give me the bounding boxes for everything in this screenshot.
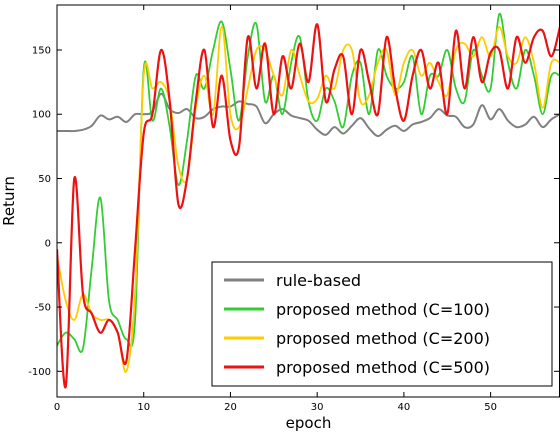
y-tick-label: 100 xyxy=(32,110,51,121)
legend-label: proposed method (C=200) xyxy=(276,329,490,348)
x-tick-label: 30 xyxy=(311,402,324,413)
y-tick-label: 50 xyxy=(38,174,51,185)
y-tick-label: 0 xyxy=(45,238,51,249)
x-tick-label: 40 xyxy=(398,402,411,413)
y-tick-label: -100 xyxy=(28,367,51,378)
legend-label: proposed method (C=500) xyxy=(276,358,490,377)
legend-box xyxy=(211,261,553,387)
axis-ticks: 0 10 20 30 40 50 -100 -50 0 50 100 150 xyxy=(28,5,559,413)
series-line-1 xyxy=(57,13,560,353)
x-tick-label: 0 xyxy=(54,402,60,413)
y-axis-label: Return xyxy=(0,176,18,226)
y-tick-label: 150 xyxy=(32,45,51,56)
legend-label: proposed method (C=100) xyxy=(276,300,490,319)
x-tick-label: 20 xyxy=(224,402,237,413)
series-line-3 xyxy=(57,23,560,389)
x-axis-label: epoch xyxy=(286,414,332,432)
legend: rule-based proposed method (C=100) propose… xyxy=(211,261,553,387)
series-layer xyxy=(57,13,560,389)
legend-label: rule-based xyxy=(276,271,361,290)
x-tick-label: 10 xyxy=(137,402,150,413)
x-tick-label: 50 xyxy=(484,402,497,413)
y-tick-label: -50 xyxy=(35,303,51,314)
